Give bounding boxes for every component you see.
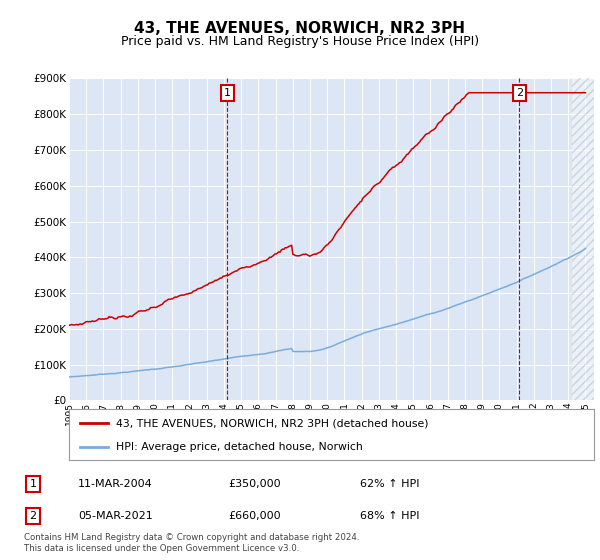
Text: Contains HM Land Registry data © Crown copyright and database right 2024.
This d: Contains HM Land Registry data © Crown c…	[24, 533, 359, 553]
Text: £350,000: £350,000	[228, 479, 281, 489]
Text: 05-MAR-2021: 05-MAR-2021	[78, 511, 153, 521]
Text: £660,000: £660,000	[228, 511, 281, 521]
Text: Price paid vs. HM Land Registry's House Price Index (HPI): Price paid vs. HM Land Registry's House …	[121, 35, 479, 48]
Text: 43, THE AVENUES, NORWICH, NR2 3PH: 43, THE AVENUES, NORWICH, NR2 3PH	[134, 21, 466, 36]
Bar	[572, 78, 594, 400]
Text: 2: 2	[29, 511, 37, 521]
Text: 43, THE AVENUES, NORWICH, NR2 3PH (detached house): 43, THE AVENUES, NORWICH, NR2 3PH (detac…	[116, 418, 429, 428]
Text: 11-MAR-2004: 11-MAR-2004	[78, 479, 153, 489]
Text: 68% ↑ HPI: 68% ↑ HPI	[360, 511, 419, 521]
Text: 1: 1	[224, 88, 230, 97]
Text: 1: 1	[29, 479, 37, 489]
Text: HPI: Average price, detached house, Norwich: HPI: Average price, detached house, Norw…	[116, 442, 363, 452]
Text: 2: 2	[516, 88, 523, 97]
Bar	[572, 78, 594, 400]
Text: 62% ↑ HPI: 62% ↑ HPI	[360, 479, 419, 489]
